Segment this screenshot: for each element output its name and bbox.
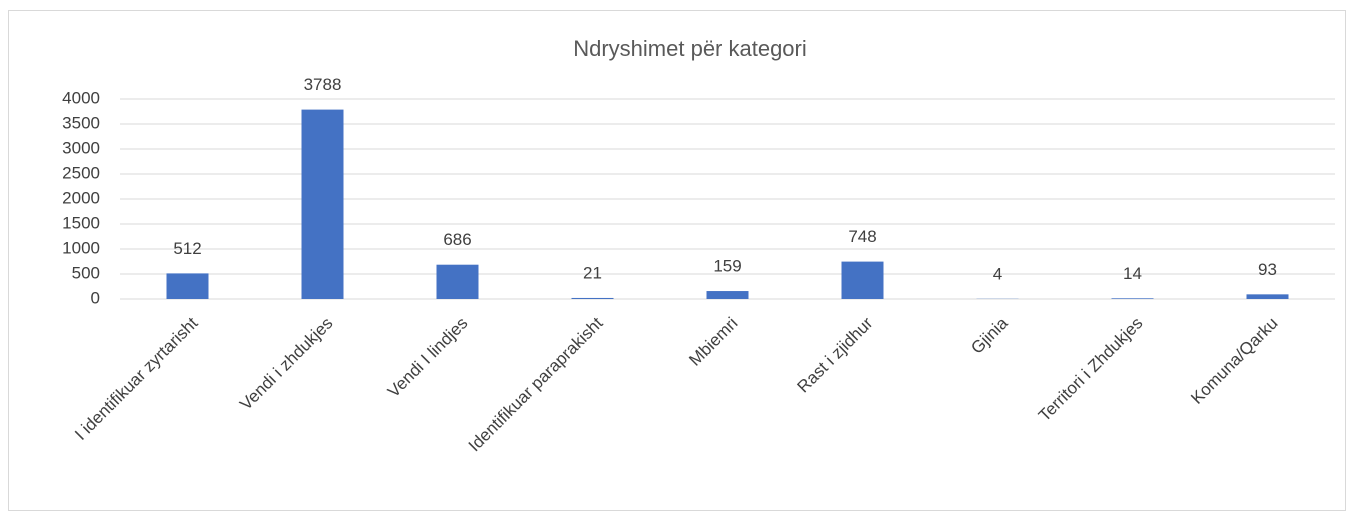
- data-label: 14: [1123, 264, 1142, 283]
- y-tick-label: 500: [72, 263, 100, 282]
- bar: [1246, 294, 1289, 299]
- y-tick-label: 3500: [62, 113, 100, 132]
- y-tick-label: 4000: [62, 88, 100, 107]
- chart-border: [8, 10, 1346, 511]
- bar: [301, 109, 344, 299]
- y-tick-label: 1000: [62, 238, 100, 257]
- y-tick-label: 3000: [62, 138, 100, 157]
- data-label: 93: [1258, 260, 1277, 279]
- data-label: 21: [583, 263, 602, 282]
- data-label: 512: [173, 239, 201, 258]
- bar: [571, 297, 614, 299]
- y-tick-label: 2500: [62, 163, 100, 182]
- data-label: 748: [848, 227, 876, 246]
- bar: [166, 273, 209, 299]
- data-label: 4: [993, 264, 1002, 283]
- bar: [1111, 298, 1154, 299]
- bar: [436, 264, 479, 299]
- data-label: 159: [713, 257, 741, 276]
- y-tick-label: 1500: [62, 213, 100, 232]
- y-tick-label: 2000: [62, 188, 100, 207]
- bar: [841, 261, 884, 299]
- data-label: 686: [443, 230, 471, 249]
- data-label: 3788: [304, 75, 342, 94]
- bar: [706, 291, 749, 299]
- chart-title: Ndryshimet për kategori: [573, 36, 807, 61]
- y-tick-label: 0: [91, 288, 100, 307]
